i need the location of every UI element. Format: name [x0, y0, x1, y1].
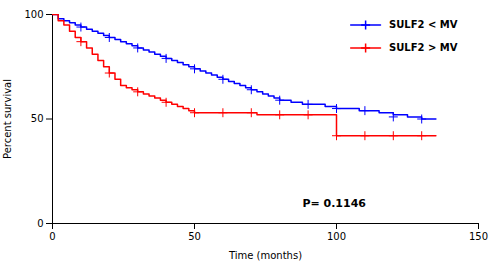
svg-text:0: 0	[49, 231, 55, 242]
svg-text:100: 100	[24, 9, 43, 20]
svg-text:SULF2 > MV: SULF2 > MV	[389, 42, 458, 53]
svg-text:SULF2 < MV: SULF2 < MV	[389, 19, 458, 30]
svg-text:Percent survival: Percent survival	[2, 79, 13, 159]
svg-text:Time (months): Time (months)	[228, 250, 302, 261]
svg-text:50: 50	[188, 231, 201, 242]
svg-text:0: 0	[37, 218, 43, 229]
svg-text:50: 50	[31, 113, 44, 124]
svg-text:P= 0.1146: P= 0.1146	[302, 197, 366, 210]
svg-text:100: 100	[327, 231, 346, 242]
svg-text:150: 150	[469, 231, 488, 242]
